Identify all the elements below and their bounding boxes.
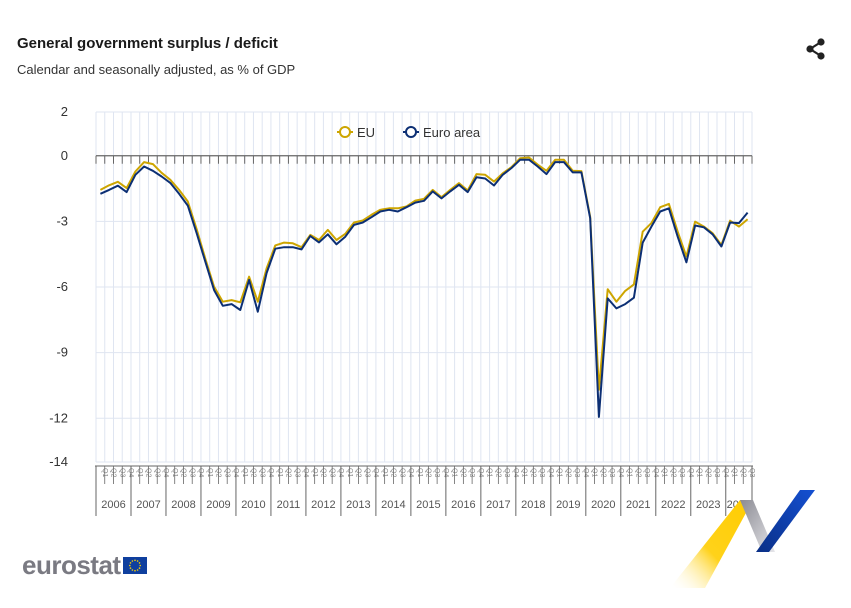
legend-item[interactable]: EU (337, 125, 375, 140)
year-label: 2019 (556, 499, 580, 511)
share-icon (806, 38, 825, 60)
chart-title: General government surplus / deficit (17, 35, 278, 52)
year-label: 2022 (661, 499, 685, 511)
year-label: 2015 (416, 499, 440, 511)
year-label: 2012 (311, 499, 335, 511)
year-label: 2014 (381, 499, 405, 511)
legend: EU Euro area (337, 125, 481, 140)
year-label: 2009 (206, 499, 230, 511)
year-label: 2013 (346, 499, 370, 511)
year-label: 2016 (451, 499, 475, 511)
series-line-euro-area (99, 158, 749, 418)
year-label: 2017 (486, 499, 510, 511)
year-label: 2011 (277, 499, 301, 511)
legend-marker-icon (339, 126, 351, 138)
legend-marker-icon (405, 126, 417, 138)
year-label: 2006 (101, 499, 125, 511)
decorative-ribbon (670, 490, 815, 588)
year-label: 2010 (241, 499, 265, 511)
chart-subtitle: Calendar and seasonally adjusted, as % o… (17, 62, 296, 77)
y-tick-label: -6 (56, 279, 68, 294)
year-label: 2007 (136, 499, 160, 511)
year-label: 2023 (696, 499, 720, 511)
year-label: 2021 (626, 499, 650, 511)
year-label: 2018 (521, 499, 545, 511)
legend-item[interactable]: Euro area (403, 125, 481, 140)
legend-label: Euro area (423, 125, 481, 140)
y-tick-label: -3 (56, 213, 68, 228)
y-tick-label: -9 (56, 345, 68, 360)
logo-text: eurostat (22, 550, 121, 580)
eurostat-logo[interactable]: eurostat (22, 550, 147, 581)
year-label: 2020 (591, 499, 615, 511)
series-line-eu (99, 156, 749, 391)
y-tick-label: 0 (61, 148, 68, 163)
year-label: 2008 (171, 499, 195, 511)
share-button[interactable] (804, 37, 828, 61)
y-tick-label: -12 (49, 410, 68, 425)
y-tick-label: -14 (49, 454, 68, 469)
eu-flag-icon (122, 557, 147, 574)
legend-label: EU (357, 125, 375, 140)
y-tick-label: 2 (61, 104, 68, 119)
